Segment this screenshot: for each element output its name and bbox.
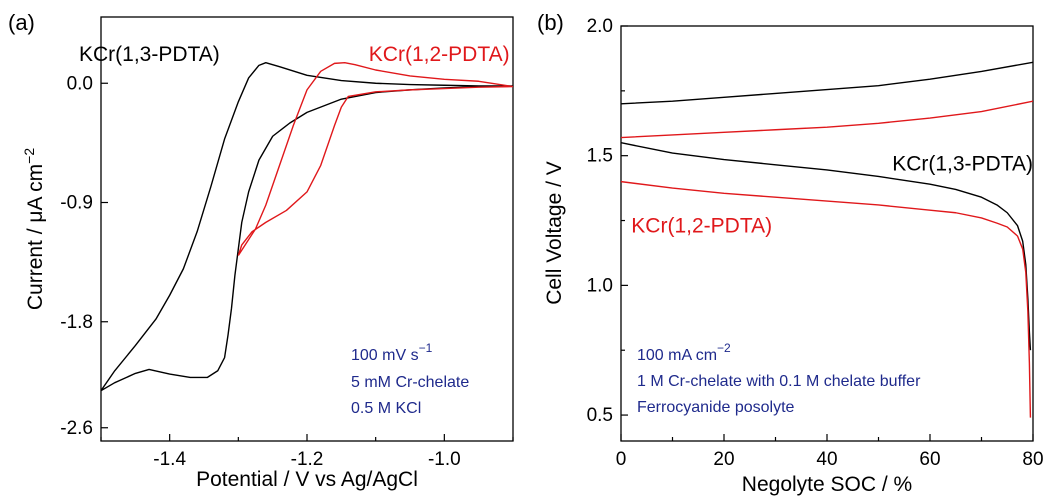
panel-b-label: (b) <box>537 10 564 35</box>
panel-a-note-scan-rate: 100 mV s−1 <box>351 341 433 364</box>
panel-a-x-axis-title: Potential / V vs Ag/AgCl <box>196 468 418 491</box>
panel-b-x-axis-title: Negolyte SOC / % <box>742 473 912 496</box>
panel-a-y-axis-title: Current / μA cm−2 <box>21 148 47 311</box>
b-x-tick-label: 80 <box>1022 449 1043 470</box>
panel-a-y-title-main: Current / <box>24 223 47 311</box>
panel-a-y-title-mu: μ <box>24 211 47 223</box>
panel-b-note-negolyte: 1 M Cr-chelate with 0.1 M chelate buffer <box>637 373 921 390</box>
a-series-kcr-1-2-pdta <box>237 62 513 256</box>
panel-b-note-current-density-sup: −2 <box>717 341 731 355</box>
b-series-label: KCr(1,2-PDTA) <box>631 215 772 238</box>
panel-b-cell-voltage: (b) 0 20 40 60 800.51.01.52.0 KCr(1,3-PDTA)K… <box>537 10 1044 496</box>
panel-a-conditions-note: 100 mV s−1 5 mM Cr-chelate 0.5 M KCl <box>351 341 469 417</box>
a-y-tick-label: -2.6 <box>60 418 93 439</box>
panel-b-y-axis-title: Cell Voltage / V <box>543 161 566 305</box>
b-x-tick-label: 20 <box>713 449 734 470</box>
panel-b-note-posolyte: Ferrocyanide posolyte <box>637 399 795 416</box>
a-x-tick-label: -1.0 <box>428 449 461 470</box>
panel-a-series <box>101 62 513 392</box>
panel-b-series <box>621 61 1033 418</box>
b-y-tick-label: 1.0 <box>587 275 613 296</box>
panel-b-note-current-density-text: 100 mA cm <box>637 347 717 364</box>
panel-b-ticks: 0 20 40 60 80 0.5 1.0 1.5 2.0 <box>587 16 1044 470</box>
a-y-tick-label: -1.8 <box>60 312 93 333</box>
b-x-tick-label: 40 <box>816 449 837 470</box>
a-x-tick-label: -1.2 <box>291 449 324 470</box>
panel-b-note-current-density: 100 mA cm−2 <box>637 341 731 364</box>
panel-a-series-labels: KCr(1,3-PDTA) KCr(1,2-PDTA) <box>79 43 510 66</box>
panel-a-y-title-sup: −2 <box>21 148 37 164</box>
panel-a-note-concentration: 5 mM Cr-chelate <box>351 374 469 391</box>
a-series-label: KCr(1,2-PDTA) <box>369 43 510 66</box>
a-series-label: KCr(1,3-PDTA) <box>79 43 220 66</box>
panel-a-label: (a) <box>8 10 35 35</box>
b-y-tick-label: 2.0 <box>587 16 613 37</box>
panel-a-y-title-rest: A cm <box>24 164 47 211</box>
panel-b-series-labels: KCr(1,3-PDTA) KCr(1,2-PDTA) <box>631 152 1033 237</box>
panel-a-note-scan-rate-text: 100 mV s <box>351 347 419 364</box>
b-series-kcr-1-2-pdta-segment-2 <box>621 180 1032 418</box>
a-y-tick-label: -0.9 <box>60 193 93 214</box>
b-x-tick-label: 60 <box>919 449 940 470</box>
b-y-tick-label: 1.5 <box>587 146 613 167</box>
a-y-tick-label: 0.0 <box>67 73 93 94</box>
panel-a-note-electrolyte: 0.5 M KCl <box>351 400 421 417</box>
panel-a-ticks: -1.4 -1.2 -1.0 0.0 -0.9 -1.8 -2.6 <box>60 73 514 470</box>
b-series-label: KCr(1,3-PDTA) <box>892 152 1033 175</box>
panel-b-conditions-note: 100 mA cm−2 1 M Cr-chelate with 0.1 M ch… <box>637 341 921 416</box>
b-y-tick-label: 0.5 <box>587 405 613 426</box>
a-series-kcr-1-3-pdta <box>101 62 513 392</box>
panel-a-cyclic-voltammetry: (a) -1.4 -1.2 -1.0 0.0 -0.9 -1.8 -2.6 KCr(1,3-… <box>8 10 514 491</box>
a-x-tick-label: -1.4 <box>153 449 186 470</box>
b-series-kcr-1-2-pdta-segment-1 <box>621 100 1033 139</box>
panel-a-note-scan-rate-sup: −1 <box>419 341 433 355</box>
b-series-kcr-1-3-pdta-segment-1 <box>621 61 1033 105</box>
b-x-tick-label: 0 <box>616 449 627 470</box>
